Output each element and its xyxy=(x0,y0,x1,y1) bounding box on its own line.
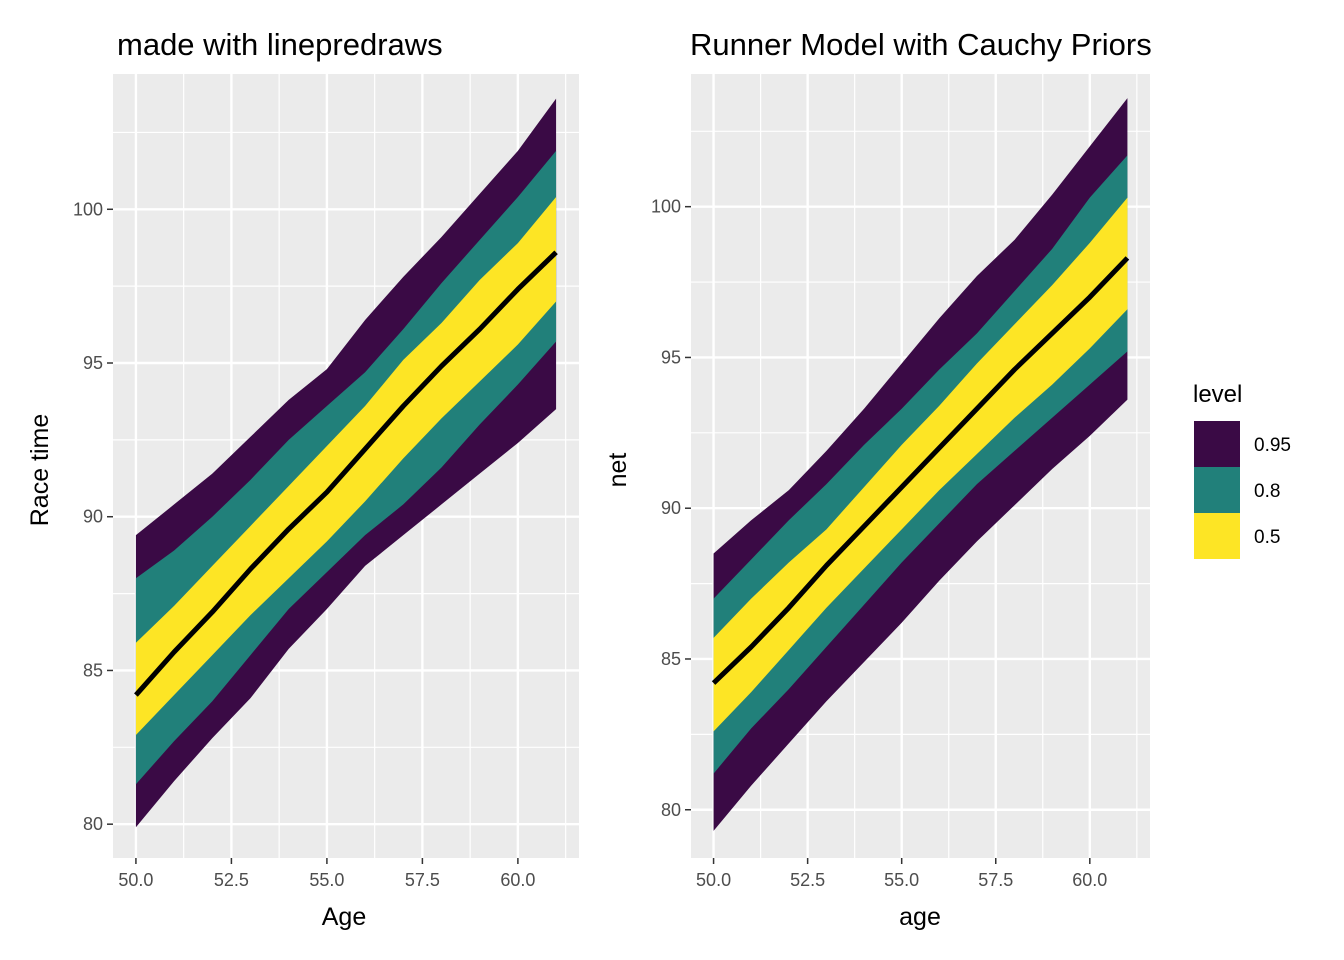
panel-left: made with linepredraws 50.0 52.5 55.0 57.5 6… xyxy=(26,27,579,931)
right-y-tick-label: 80 xyxy=(661,800,681,820)
right-y-axis-ticks: 80 85 90 95 100 xyxy=(651,197,691,820)
left-chart-title: made with linepredraws xyxy=(117,27,443,62)
left-x-tick-label: 50.0 xyxy=(118,870,153,890)
right-x-tick-label: 52.5 xyxy=(790,870,825,890)
legend-swatch-0-95 xyxy=(1194,421,1240,467)
left-y-tick-label: 90 xyxy=(83,507,103,527)
left-x-tick-label: 57.5 xyxy=(405,870,440,890)
right-x-tick-label: 50.0 xyxy=(696,870,731,890)
right-median-polyline xyxy=(711,256,1130,685)
legend-label-0-95: 0.95 xyxy=(1254,435,1291,456)
left-y-tick-label: 85 xyxy=(83,660,103,680)
left-y-tick-label: 100 xyxy=(73,199,103,219)
legend: level 0.95 0.8 0.5 xyxy=(1193,381,1291,559)
right-median-line xyxy=(711,256,1130,685)
legend-items: 0.95 0.8 0.5 xyxy=(1194,421,1291,559)
legend-title: level xyxy=(1193,381,1242,408)
left-band-0-5 xyxy=(135,196,557,736)
left-median-polyline xyxy=(134,250,558,697)
legend-swatch-0-8 xyxy=(1194,467,1240,513)
right-y-axis-title: net xyxy=(604,453,632,488)
right-x-axis-ticks: 50.0 52.5 55.0 57.5 60.0 xyxy=(696,858,1107,890)
legend-swatch-0-5 xyxy=(1194,513,1240,559)
right-x-tick-label: 60.0 xyxy=(1072,870,1107,890)
left-x-axis-ticks: 50.0 52.5 55.0 57.5 60.0 xyxy=(118,858,535,890)
left-y-axis-ticks: 80 85 90 95 100 xyxy=(73,199,113,834)
left-x-tick-label: 55.0 xyxy=(309,870,344,890)
right-y-tick-label: 90 xyxy=(661,498,681,518)
left-y-tick-label: 80 xyxy=(83,814,103,834)
right-y-tick-label: 100 xyxy=(651,197,681,217)
right-y-tick-label: 85 xyxy=(661,649,681,669)
right-y-tick-label: 95 xyxy=(661,347,681,367)
right-chart-title: Runner Model with Cauchy Priors xyxy=(690,27,1152,62)
left-median-line xyxy=(134,250,558,697)
right-x-tick-label: 55.0 xyxy=(884,870,919,890)
right-x-axis-title: age xyxy=(899,903,941,931)
left-x-axis-title: Age xyxy=(322,903,366,931)
legend-label-0-8: 0.8 xyxy=(1254,481,1280,502)
left-x-tick-label: 60.0 xyxy=(500,870,535,890)
panel-right: Runner Model with Cauchy Priors 50.0 52.5… xyxy=(604,27,1152,931)
left-y-axis-title: Race time xyxy=(26,414,54,527)
left-y-tick-label: 95 xyxy=(83,353,103,373)
right-x-tick-label: 57.5 xyxy=(978,870,1013,890)
left-x-tick-label: 52.5 xyxy=(214,870,249,890)
legend-label-0-5: 0.5 xyxy=(1254,527,1280,548)
